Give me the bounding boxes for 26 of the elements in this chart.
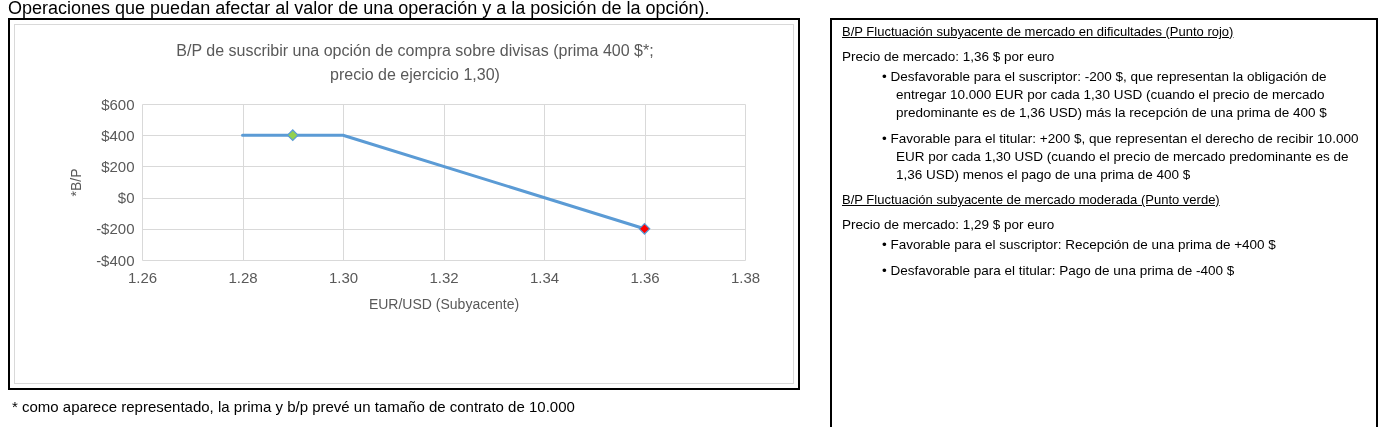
x-tick-label: 1.38 — [730, 268, 761, 286]
text: Precio de mercado: 1,36 $ por euro — [842, 49, 1056, 64]
text: * como aparece representado, la prima y b/p prevé un tamaño de contrato de 10.000 — [12, 398, 575, 415]
x-tick-label: 1.30 — [328, 268, 359, 286]
text: • Favorable para el suscriptor: Recepción de una prima de +400 $ — [882, 236, 1277, 254]
text: B/P Fluctuación subyacente de mercado en dificultades (Punto rojo) — [842, 24, 1235, 39]
text: Operaciones que puedan afectar al valor de una operación y a la posición de la opción). — [8, 0, 710, 19]
x-tick-label: 1.28 — [228, 268, 258, 286]
x-tick-label: 1.34 — [529, 268, 560, 286]
y-tick-label: -$200 — [96, 220, 135, 238]
x-tick-label: 1.36 — [630, 268, 660, 286]
x-tick-label: 1.32 — [429, 268, 459, 286]
x-tick-label: 1.26 — [127, 268, 158, 286]
y-tick-label: $0 — [117, 189, 135, 207]
y-axis-title: *B/P — [68, 168, 85, 197]
text: • Desfavorable para el suscriptor: -200 $, que representan la obligación de entregar 10.000 EUR por cada 1,30 USD (cuando el precio de mercado predominante es de 1,36 USD) más la recepción de una prima de 400 $ — [882, 68, 1328, 122]
y-tick-label: -$400 — [96, 251, 135, 269]
y-tick-label: $600 — [101, 95, 135, 113]
text: • Desfavorable para el titular: Pago de una prima de -400 $ — [882, 262, 1236, 280]
chart-title: B/P de suscribir una opción de compra sobre divisas (prima 400 $*; precio de ejercicio 1,30) — [175, 41, 655, 85]
text: B/P Fluctuación subyacente de mercado moderada (Punto verde) — [842, 192, 1221, 207]
y-tick-label: $200 — [101, 157, 135, 175]
y-tick-label: $400 — [101, 126, 135, 144]
x-axis-title: EUR/USD (Subyacente) — [368, 295, 520, 312]
text: Precio de mercado: 1,29 $ por euro — [842, 217, 1056, 232]
text: • Favorable para el titular: +200 $, que representan el derecho de recibir 10.000 EUR por cada 1,30 USD (cuando el precio de mercado predominante es de 1,36 USD) menos el pago de una prima de 400 $ — [882, 130, 1360, 184]
